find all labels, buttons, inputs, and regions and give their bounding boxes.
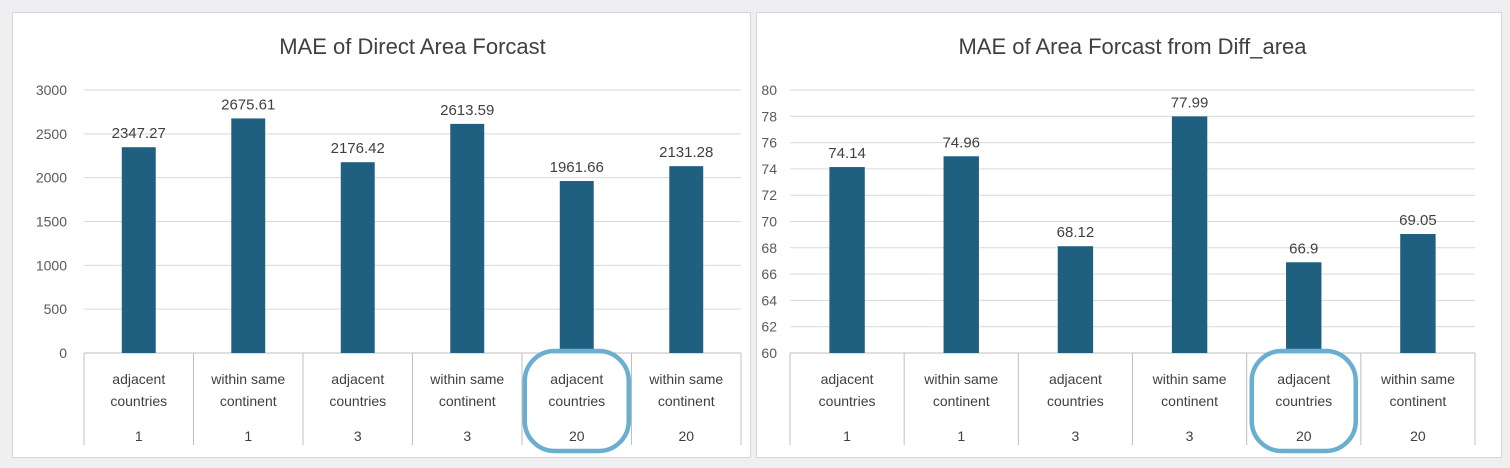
category-label-line1: within same (429, 371, 504, 387)
bar (231, 118, 266, 353)
category-label-line1: adjacent (1049, 371, 1102, 387)
y-tick-label: 68 (761, 240, 777, 256)
category-label-line1: within same (210, 371, 285, 387)
bar (1400, 233, 1436, 353)
group-label: 20 (1296, 428, 1312, 444)
group-label: 3 (1072, 428, 1080, 444)
category-label-line1: adjacent (550, 371, 603, 387)
chart-title: MAE of Direct Area Forcast (279, 34, 546, 59)
category-label-line1: adjacent (1277, 371, 1330, 387)
bar (121, 147, 156, 353)
y-tick-label: 64 (761, 292, 777, 308)
category-label-line1: within same (923, 371, 998, 387)
data-label: 2613.59 (440, 102, 494, 119)
mae-direct-area-chart: MAE of Direct Area Forcast 0 500 1000 1500 20… (36, 34, 742, 454)
category-label-line1: within same (648, 371, 723, 387)
group-label: 1 (843, 428, 851, 444)
y-tick-label: 3000 (36, 82, 67, 98)
y-tick-label: 76 (761, 135, 777, 151)
category-label-line1: adjacent (821, 371, 874, 387)
bar (1171, 116, 1208, 353)
group-label: 1 (135, 428, 143, 444)
group-label: 1 (244, 428, 252, 444)
group-label: 1 (957, 428, 965, 444)
data-label: 74.14 (828, 145, 866, 162)
data-label: 2131.28 (659, 144, 713, 161)
data-label: 68.12 (1057, 224, 1095, 241)
data-label: 2675.61 (221, 96, 275, 113)
group-label: 3 (463, 428, 471, 444)
group-label: 3 (1186, 428, 1194, 444)
highlight-outline (1249, 348, 1358, 454)
chart-panel-diff-area: MAE of Area Forcast from Diff_area 60 62 64… (756, 12, 1502, 458)
chart-panel-direct-area: MAE of Direct Area Forcast 0 500 1000 1500 20… (12, 12, 751, 458)
group-label: 20 (569, 428, 585, 444)
data-label: 2347.27 (112, 125, 166, 142)
category-label-line2: countries (819, 393, 876, 409)
bar (669, 166, 704, 353)
group-label: 20 (1410, 428, 1426, 444)
y-tick-label: 2000 (36, 170, 67, 186)
y-tick-label: 62 (761, 319, 777, 335)
y-tick-label: 78 (761, 108, 777, 124)
y-tick-label: 74 (761, 161, 777, 177)
data-label: 77.99 (1171, 94, 1209, 111)
bar (1286, 262, 1322, 353)
bar (450, 123, 485, 353)
bar (559, 181, 594, 353)
y-tick-label: 72 (761, 187, 777, 203)
category-label-line2: continent (658, 393, 715, 409)
data-label: 66.9 (1289, 240, 1318, 257)
data-label: 2176.42 (331, 140, 385, 157)
y-tick-label: 2500 (36, 126, 67, 142)
bar (829, 167, 865, 353)
category-label-line1: within same (1380, 371, 1455, 387)
bar (1057, 246, 1094, 353)
highlight-outline (522, 348, 631, 454)
category-label-line2: continent (1390, 393, 1447, 409)
y-tick-label: 80 (761, 82, 777, 98)
y-tick-label: 500 (44, 301, 68, 317)
category-label-line2: continent (439, 393, 496, 409)
category-label-line2: countries (1275, 393, 1332, 409)
mae-diff-area-chart: MAE of Area Forcast from Diff_area 60 62 64… (761, 34, 1476, 454)
bar (340, 162, 375, 353)
y-tick-label: 66 (761, 266, 777, 282)
category-label-line2: countries (110, 393, 167, 409)
chart-title: MAE of Area Forcast from Diff_area (958, 34, 1307, 59)
y-tick-label: 1500 (36, 214, 67, 230)
category-label-line2: countries (1047, 393, 1104, 409)
data-label: 1961.66 (550, 159, 604, 176)
category-label-line2: continent (1161, 393, 1218, 409)
data-label: 74.96 (942, 134, 980, 151)
group-label: 3 (354, 428, 362, 444)
category-label-line2: countries (329, 393, 386, 409)
y-tick-label: 70 (761, 214, 777, 230)
category-label-line1: adjacent (331, 371, 384, 387)
bar (943, 156, 979, 353)
category-label-line2: continent (933, 393, 990, 409)
category-label-line2: countries (548, 393, 605, 409)
category-label-line1: adjacent (112, 371, 165, 387)
group-label: 20 (678, 428, 694, 444)
y-tick-label: 60 (761, 345, 777, 361)
category-label-line1: within same (1152, 371, 1227, 387)
category-label-line2: continent (220, 393, 277, 409)
data-label: 69.05 (1399, 212, 1437, 229)
y-tick-label: 0 (59, 345, 67, 361)
y-tick-label: 1000 (36, 257, 67, 273)
